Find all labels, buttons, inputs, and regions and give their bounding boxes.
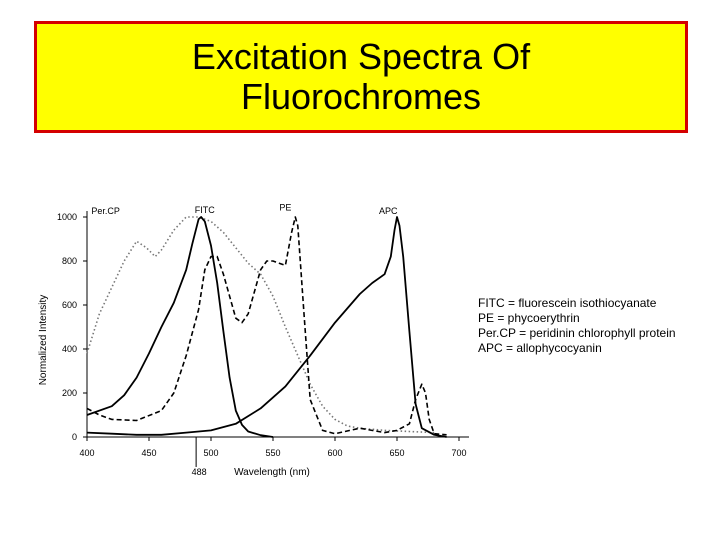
y-tick-label: 400 — [62, 344, 77, 354]
x-tick-label: 650 — [389, 448, 404, 458]
legend-line-percp: Per.CP = peridinin chlorophyll protein — [478, 326, 676, 340]
chart-series-labels: Per.CP FITC PE APC — [91, 203, 398, 216]
series-label-pe: PE — [279, 203, 291, 213]
slide-title-line-2: Fluorochromes — [240, 76, 482, 117]
legend-line-apc: APC = allophycocyanin — [478, 341, 602, 355]
legend-line-pe: PE = phycoerythrin — [478, 311, 580, 325]
x-tick-label: 500 — [203, 448, 218, 458]
series-line-apc — [86, 216, 447, 438]
excitation-annotation-label: 488 — [192, 467, 207, 477]
x-axis-label: Wavelength (nm) — [234, 467, 310, 478]
y-tick-label: 600 — [62, 300, 77, 310]
x-tick-label: 550 — [265, 448, 280, 458]
abbreviation-legend: FITC = fluorescein isothiocyanate PE = p… — [478, 296, 718, 356]
legend-line-fitc: FITC = fluorescein isothiocyanate — [478, 296, 657, 310]
chart-series — [86, 216, 447, 438]
x-tick-label: 400 — [79, 448, 94, 458]
y-tick-label: 0 — [72, 432, 77, 442]
slide-title-line-1: Excitation Spectra Of — [191, 36, 531, 77]
y-tick-label: 200 — [62, 388, 77, 398]
x-tick-label: 700 — [451, 448, 466, 458]
series-line-fitc — [86, 216, 274, 438]
title-banner: Excitation Spectra Of Fluorochromes — [34, 21, 688, 133]
y-axis-label: Normalized Intensity — [38, 295, 49, 386]
x-tick-label: 450 — [141, 448, 156, 458]
x-tick-label: 600 — [327, 448, 342, 458]
chart-axes: 400 450 500 550 600 650 700 0 200 400 600 800 1000 48… — [57, 211, 469, 477]
series-label-fitc: FITC — [195, 205, 215, 215]
series-line-pe — [86, 216, 447, 436]
series-label-percp: Per.CP — [91, 206, 120, 216]
y-tick-label: 800 — [62, 256, 77, 266]
series-line-percp — [86, 216, 435, 434]
y-tick-label: 1000 — [57, 212, 77, 222]
series-label-apc: APC — [379, 206, 398, 216]
